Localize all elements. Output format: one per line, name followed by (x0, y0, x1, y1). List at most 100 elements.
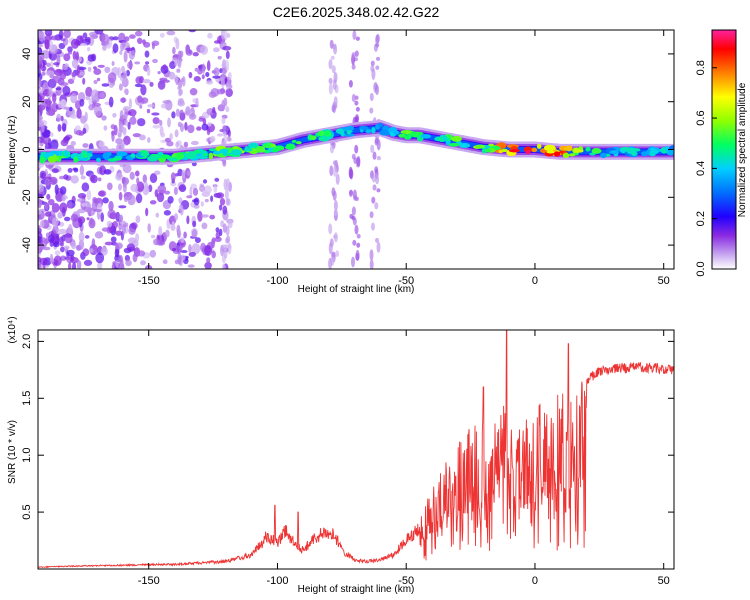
noise-speck (85, 95, 90, 101)
noise-speck (216, 192, 225, 199)
noise-speck (68, 262, 72, 269)
noise-speck (170, 181, 177, 187)
ridge-blob (185, 152, 197, 160)
noise-speck (49, 52, 57, 61)
noise-stripe (356, 156, 361, 167)
noise-speck (201, 63, 206, 74)
noise-speck (110, 236, 117, 243)
noise-speck (38, 78, 42, 89)
noise-stripe (333, 43, 338, 55)
noise-stripe (174, 60, 179, 67)
noise-speck (112, 43, 119, 54)
ridge-blob (359, 126, 369, 130)
noise-speck (76, 64, 81, 75)
noise-speck (159, 32, 165, 38)
noise-speck (96, 203, 103, 214)
noise-stripe (181, 169, 186, 179)
noise-speck (111, 61, 115, 66)
noise-speck (38, 94, 43, 102)
noise-stripe (351, 63, 356, 70)
noise-speck (51, 168, 59, 174)
ridge-blob (160, 154, 171, 159)
ridge-blob (536, 143, 542, 149)
noise-speck (122, 163, 132, 174)
noise-speck (227, 220, 233, 229)
snr-panel: -150 -100 -50 0 50 0.5 1.0 1.5 2.0 Height of st… (7, 316, 675, 595)
noise-speck (107, 182, 113, 191)
noise-speck (94, 30, 104, 35)
noise-stripe (332, 160, 337, 166)
noise-speck (60, 246, 65, 253)
noise-speck (102, 34, 110, 45)
noise-speck (127, 121, 131, 130)
spectrogram-noise (38, 30, 381, 269)
ridge-blob (196, 153, 202, 157)
noise-stripe (177, 256, 182, 265)
noise-speck (194, 237, 201, 244)
noise-speck (172, 46, 176, 55)
noise-speck (211, 250, 216, 259)
noise-stripe (370, 144, 375, 153)
noise-speck (212, 106, 216, 114)
noise-speck (78, 231, 85, 243)
noise-speck (64, 233, 73, 244)
ridge-blob (451, 135, 462, 142)
noise-speck (89, 217, 94, 226)
noise-stripe (178, 88, 183, 96)
noise-speck (82, 77, 86, 85)
noise-stripe (375, 34, 380, 46)
noise-speck (44, 30, 53, 37)
noise-speck (130, 222, 138, 230)
noise-speck (49, 132, 54, 137)
noise-speck (194, 67, 199, 72)
noise-speck (171, 111, 176, 119)
noise-speck (119, 50, 123, 56)
noise-speck (147, 104, 155, 108)
noise-speck (162, 64, 167, 71)
noise-speck (38, 225, 41, 229)
noise-speck (63, 136, 71, 142)
noise-stripe (370, 60, 375, 66)
x-tick-label: 50 (658, 575, 670, 587)
noise-speck (80, 175, 86, 180)
noise-stripe (122, 127, 127, 134)
noise-stripe (369, 249, 374, 261)
snr-background (38, 330, 674, 569)
noise-speck (39, 170, 46, 179)
ridge-blob (318, 130, 325, 137)
noise-speck (189, 186, 193, 197)
noise-stripe (227, 242, 232, 255)
ridge-blob (275, 145, 283, 151)
noise-speck (60, 38, 66, 42)
noise-speck (48, 234, 55, 243)
noise-speck (218, 204, 223, 211)
noise-speck (193, 204, 200, 209)
noise-speck (201, 214, 209, 218)
noise-speck (38, 193, 43, 198)
ridge-blob (501, 148, 508, 153)
ridge-blob (420, 134, 432, 139)
noise-speck (146, 108, 151, 114)
noise-speck (219, 198, 226, 206)
snr-frame (37, 329, 675, 570)
ridge-blob (546, 150, 555, 154)
noise-speck (70, 213, 79, 222)
noise-speck (214, 177, 220, 182)
ridge-blob (64, 150, 69, 157)
noise-speck (38, 120, 44, 128)
spectrogram-heatmap (38, 30, 674, 269)
noise-stripe (223, 247, 228, 259)
noise-speck (134, 61, 141, 65)
noise-stripe (328, 242, 333, 255)
noise-stripe (221, 263, 226, 269)
ridge-blob (196, 155, 209, 160)
noise-speck (197, 70, 203, 75)
noise-speck (86, 189, 92, 201)
noise-stripe (119, 214, 123, 223)
noise-stripe (222, 58, 226, 69)
ridge-blob (475, 144, 486, 149)
noise-stripe (179, 204, 183, 212)
noise-speck (62, 85, 71, 96)
noise-speck (149, 200, 157, 205)
ridge-blob (219, 148, 229, 154)
